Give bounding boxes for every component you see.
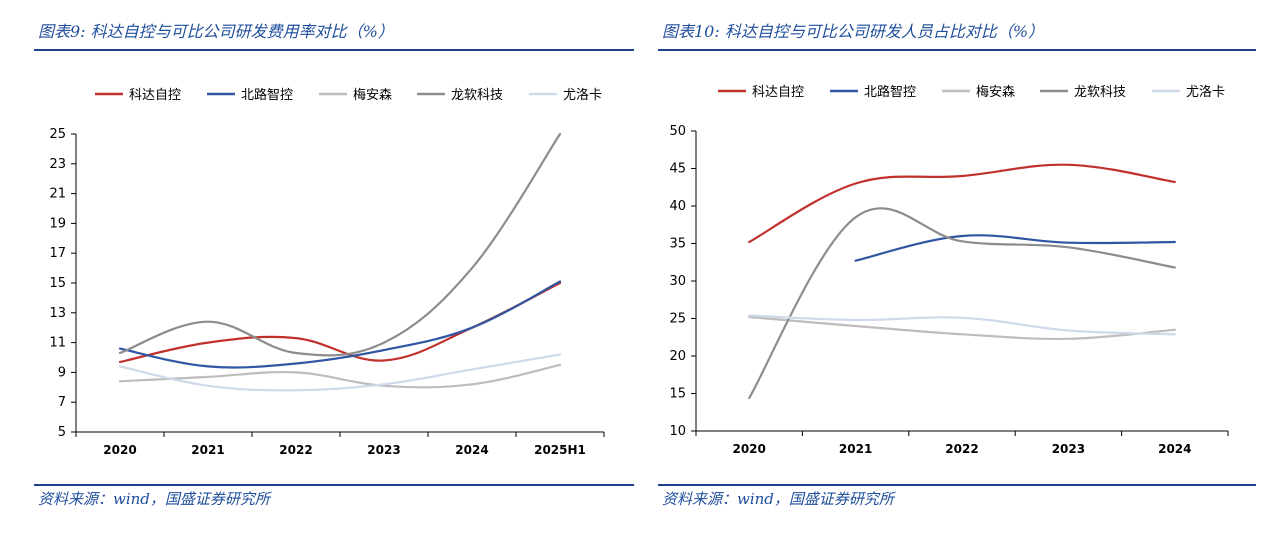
- legend-label: 梅安森: [976, 85, 1015, 100]
- y-tick-label: 40: [669, 199, 686, 214]
- legend-item-4: 龙软科技: [417, 88, 503, 103]
- y-tick-label: 9: [58, 365, 66, 380]
- series-line-1: [118, 281, 562, 364]
- legend-item-3: 梅安森: [942, 85, 1015, 100]
- series-line-5: [748, 314, 1176, 336]
- y-tick-label: 25: [49, 127, 66, 142]
- series-line-4: [118, 132, 562, 357]
- y-tick-label: 20: [669, 349, 686, 364]
- legend-item-3: 梅安森: [319, 88, 392, 103]
- right-source-rule: [658, 484, 1256, 486]
- left-source-note: 资料来源：wind，国盛证券研究所: [38, 490, 270, 508]
- legend-label: 北路智控: [241, 87, 293, 103]
- x-tick-label: 2023: [367, 443, 400, 457]
- x-tick-label: 2020: [732, 442, 765, 456]
- legend-label: 梅安森: [353, 88, 392, 103]
- series-line-2: [118, 280, 562, 369]
- y-tick-label: 15: [669, 387, 686, 402]
- legend-item-5: 尤洛卡: [1152, 85, 1225, 100]
- y-tick-label: 21: [49, 187, 66, 202]
- legend-label: 尤洛卡: [1186, 85, 1225, 100]
- x-tick-label: 2025H1: [534, 443, 586, 457]
- legend-item-1: 科达自控: [95, 88, 181, 103]
- y-tick-label: 35: [669, 237, 686, 252]
- legend-label: 科达自控: [752, 85, 804, 100]
- legend-label: 龙软科技: [451, 88, 503, 103]
- series-line-3: [118, 363, 562, 389]
- series-line-5: [118, 353, 562, 392]
- legend-label: 龙软科技: [1074, 85, 1126, 100]
- y-tick-label: 17: [49, 246, 66, 261]
- legend-item-2: 北路智控: [830, 84, 916, 100]
- x-tick-label: 2023: [1052, 442, 1085, 456]
- y-tick-label: 50: [669, 124, 686, 139]
- right-chart-title: 图表10: 科达自控与可比公司研发人员占比对比（%）: [662, 22, 1045, 41]
- legend-item-1: 科达自控: [718, 85, 804, 100]
- y-tick-label: 5: [58, 425, 66, 440]
- left-source-rule: [34, 484, 634, 486]
- legend-label: 北路智控: [864, 84, 916, 100]
- x-tick-label: 2024: [455, 443, 488, 457]
- y-tick-label: 7: [58, 395, 66, 410]
- legend-item-2: 北路智控: [207, 87, 293, 103]
- legend-label: 尤洛卡: [563, 88, 602, 103]
- right-title-rule: [658, 49, 1256, 51]
- series-line-3: [748, 315, 1176, 341]
- y-tick-label: 23: [49, 157, 66, 172]
- legend-label: 科达自控: [129, 88, 181, 103]
- y-tick-label: 30: [669, 274, 686, 289]
- left-chart-panel: 图表9: 科达自控与可比公司研发费用率对比（%） 科达自控 北路智控 梅安森 龙软科技…: [34, 22, 634, 508]
- series-line-2: [854, 234, 1176, 262]
- y-tick-label: 13: [49, 306, 66, 321]
- x-tick-label: 2024: [1158, 442, 1191, 456]
- y-tick-label: 15: [49, 276, 66, 291]
- legend-item-5: 尤洛卡: [529, 88, 602, 103]
- left-chart-title: 图表9: 科达自控与可比公司研发费用率对比（%）: [38, 22, 394, 41]
- y-tick-label: 11: [49, 336, 66, 351]
- left-title-rule: [34, 49, 634, 51]
- x-tick-label: 2021: [191, 443, 224, 457]
- x-tick-label: 2022: [279, 443, 312, 457]
- y-tick-label: 45: [669, 162, 686, 177]
- y-tick-label: 19: [49, 216, 66, 231]
- right-chart-panel: 图表10: 科达自控与可比公司研发人员占比对比（%） 科达自控 北路智控 梅安森 龙软…: [646, 0, 1269, 536]
- x-tick-label: 2020: [103, 443, 136, 457]
- legend-item-4: 龙软科技: [1040, 85, 1126, 100]
- x-tick-label: 2021: [839, 442, 872, 456]
- series-line-4: [748, 207, 1176, 400]
- y-tick-label: 25: [669, 312, 686, 327]
- series-line-1: [748, 163, 1176, 244]
- right-source-note: 资料来源：wind，国盛证券研究所: [662, 490, 894, 508]
- x-tick-label: 2022: [945, 442, 978, 456]
- y-tick-label: 10: [669, 424, 686, 439]
- rd-expense-ratio-chart: 科达自控 北路智控 梅安森 龙软科技 尤洛卡 5 7 9 11 13 15 17 19 21 23 25 202…: [49, 87, 605, 457]
- rd-staff-ratio-chart: 科达自控 北路智控 梅安森 龙软科技 尤洛卡 10 15 20 25 30 35 40 45 50 2020…: [669, 84, 1229, 456]
